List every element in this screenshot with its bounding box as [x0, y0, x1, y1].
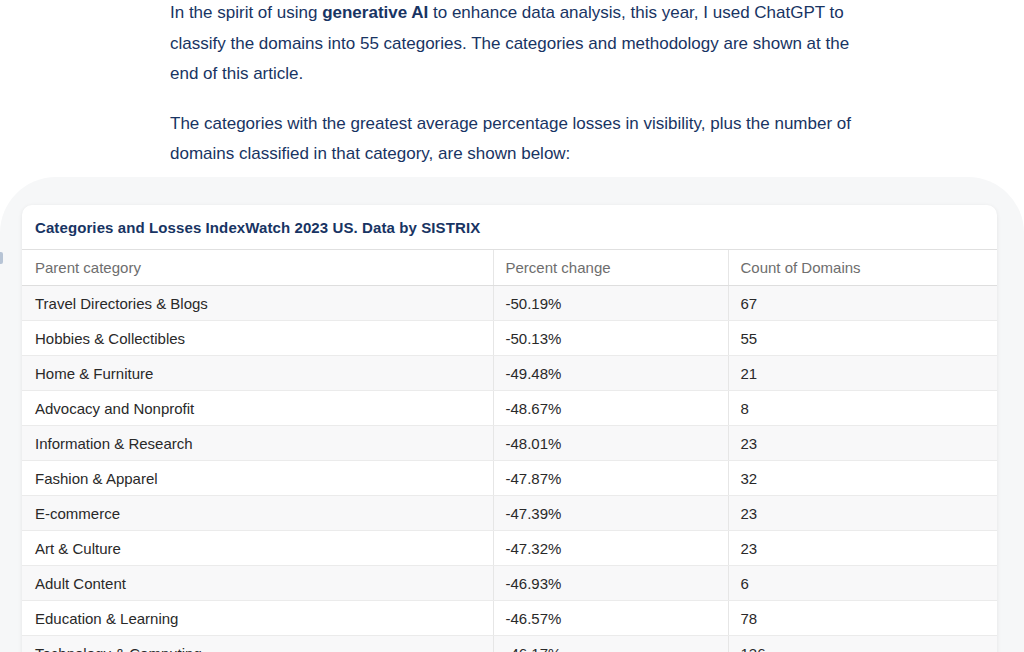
- cell-percent: -50.19%: [493, 286, 728, 321]
- cell-count: 23: [728, 496, 997, 531]
- table-row: Information & Research -48.01% 23: [22, 426, 997, 461]
- cell-category: Advocacy and Nonprofit: [22, 391, 493, 426]
- cell-percent: -47.32%: [493, 531, 728, 566]
- table-header-row: Parent category Percent change Count of …: [22, 250, 997, 286]
- cell-count: 55: [728, 321, 997, 356]
- cell-category: Education & Learning: [22, 601, 493, 636]
- intro-paragraph-2: The categories with the greatest average…: [170, 109, 862, 170]
- cell-category: Art & Culture: [22, 531, 493, 566]
- table-row: Fashion & Apparel -47.87% 32: [22, 461, 997, 496]
- cell-percent: -49.48%: [493, 356, 728, 391]
- cell-count: 23: [728, 531, 997, 566]
- cell-percent: -46.57%: [493, 601, 728, 636]
- article-page: In the spirit of using generative AI to …: [0, 0, 1024, 652]
- cell-count: 23: [728, 426, 997, 461]
- column-header-percent-change: Percent change: [493, 250, 728, 286]
- cell-count: 78: [728, 601, 997, 636]
- column-header-parent-category: Parent category: [22, 250, 493, 286]
- cell-category: Technology & Computing: [22, 636, 493, 652]
- cell-count: 21: [728, 356, 997, 391]
- cell-category: Fashion & Apparel: [22, 461, 493, 496]
- cell-percent: -47.39%: [493, 496, 728, 531]
- cell-percent: -48.67%: [493, 391, 728, 426]
- cell-percent: -47.87%: [493, 461, 728, 496]
- intro-paragraph-1: In the spirit of using generative AI to …: [170, 0, 862, 90]
- table-row: E-commerce -47.39% 23: [22, 496, 997, 531]
- cell-percent: -50.13%: [493, 321, 728, 356]
- cell-count: 67: [728, 286, 997, 321]
- cell-count: 8: [728, 391, 997, 426]
- table-row: Art & Culture -47.32% 23: [22, 531, 997, 566]
- column-header-count-of-domains: Count of Domains: [728, 250, 997, 286]
- table-row: Hobbies & Collectibles -50.13% 55: [22, 321, 997, 356]
- cell-percent: -46.17%: [493, 636, 728, 652]
- table-row: Home & Furniture -49.48% 21: [22, 356, 997, 391]
- cell-category: Hobbies & Collectibles: [22, 321, 493, 356]
- table-title: Categories and Losses IndexWatch 2023 US…: [22, 205, 997, 249]
- clipped-side-widget: [0, 252, 3, 264]
- table-row: Technology & Computing -46.17% 136: [22, 636, 997, 652]
- cell-category: E-commerce: [22, 496, 493, 531]
- cell-percent: -48.01%: [493, 426, 728, 461]
- cell-count: 32: [728, 461, 997, 496]
- categories-losses-table: Parent category Percent change Count of …: [22, 249, 997, 652]
- cell-count: 136: [728, 636, 997, 652]
- table-row: Education & Learning -46.57% 78: [22, 601, 997, 636]
- table-row: Advocacy and Nonprofit -48.67% 8: [22, 391, 997, 426]
- table-row: Adult Content -46.93% 6: [22, 566, 997, 601]
- table-row: Travel Directories & Blogs -50.19% 67: [22, 286, 997, 321]
- cell-category: Adult Content: [22, 566, 493, 601]
- cell-percent: -46.93%: [493, 566, 728, 601]
- intro-p1-bold: generative AI: [322, 3, 428, 22]
- cell-category: Information & Research: [22, 426, 493, 461]
- categories-losses-table-card: Categories and Losses IndexWatch 2023 US…: [22, 205, 997, 652]
- intro-text-block: In the spirit of using generative AI to …: [170, 0, 862, 170]
- cell-category: Home & Furniture: [22, 356, 493, 391]
- cell-category: Travel Directories & Blogs: [22, 286, 493, 321]
- intro-p1-before: In the spirit of using: [170, 3, 322, 22]
- cell-count: 6: [728, 566, 997, 601]
